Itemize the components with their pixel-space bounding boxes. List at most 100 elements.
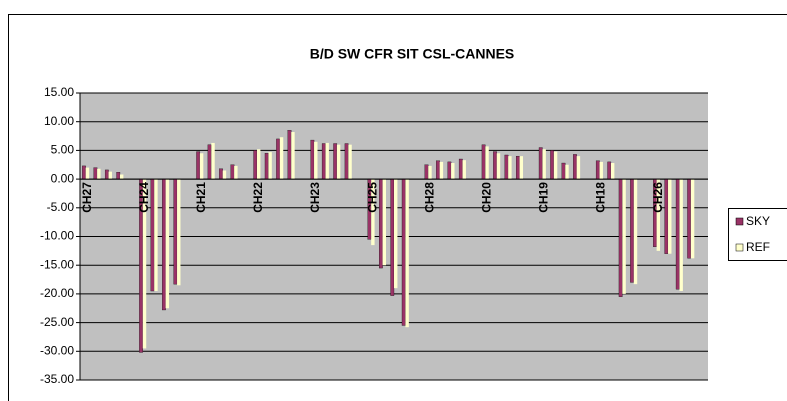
bar xyxy=(154,179,158,292)
bar xyxy=(336,144,341,180)
y-tick-label: -15.00 xyxy=(40,257,74,271)
y-tick-label: 15.00 xyxy=(44,85,74,99)
bar xyxy=(230,164,235,180)
bar xyxy=(219,168,223,180)
bar xyxy=(401,178,406,326)
bar xyxy=(576,156,581,180)
bar xyxy=(607,161,612,180)
bar xyxy=(565,164,569,180)
bar xyxy=(276,138,280,180)
bar xyxy=(599,161,603,180)
legend-label: SKY xyxy=(746,214,770,228)
bar xyxy=(321,143,326,180)
x-tick-label: CH21 xyxy=(194,182,208,213)
legend-label: REF xyxy=(746,240,770,254)
bar xyxy=(256,149,261,180)
bar xyxy=(516,155,520,180)
bar xyxy=(553,151,558,180)
bar xyxy=(310,139,315,180)
bar xyxy=(287,130,292,180)
bar xyxy=(405,179,409,328)
x-tick-label: CH22 xyxy=(251,182,265,213)
bar xyxy=(268,152,272,180)
chart-title: B/D SW CFR SIT CSL-CANNES xyxy=(310,46,515,62)
bar xyxy=(690,179,695,259)
bar xyxy=(664,178,669,254)
x-tick-label: CH19 xyxy=(537,182,551,213)
bar xyxy=(150,178,155,292)
x-tick-label: CH18 xyxy=(594,182,608,213)
bar xyxy=(97,168,101,180)
bar xyxy=(142,179,147,349)
y-tick-label: 10.00 xyxy=(44,114,74,128)
bar xyxy=(325,142,329,180)
bar xyxy=(542,149,546,180)
y-tick-label: -30.00 xyxy=(40,343,74,357)
y-tick-label: 0.00 xyxy=(51,171,75,185)
bar xyxy=(504,154,509,180)
bar xyxy=(314,141,318,180)
bar xyxy=(207,144,212,180)
x-tick-label: CH25 xyxy=(365,182,379,213)
bar xyxy=(428,165,432,180)
bar xyxy=(493,151,497,180)
legend xyxy=(728,208,787,261)
bar xyxy=(264,153,269,180)
x-tick-label: CH27 xyxy=(80,182,94,213)
bar xyxy=(538,147,543,180)
bar xyxy=(177,179,181,286)
legend-swatch xyxy=(735,243,744,252)
bar xyxy=(379,178,383,269)
x-tick-label: CH23 xyxy=(308,182,322,213)
bar xyxy=(633,179,638,285)
bar xyxy=(82,165,86,180)
bar xyxy=(447,161,452,180)
bar xyxy=(119,174,124,180)
bar xyxy=(436,160,440,180)
bar xyxy=(424,164,429,180)
bar xyxy=(656,179,661,251)
bar xyxy=(371,179,375,246)
bar xyxy=(573,154,577,180)
bar xyxy=(675,178,680,290)
bar xyxy=(93,167,98,180)
bar xyxy=(394,179,398,289)
bar xyxy=(279,137,284,180)
bar xyxy=(462,160,466,180)
bar xyxy=(630,178,634,283)
x-tick-label: CH28 xyxy=(422,182,436,213)
legend-swatch xyxy=(735,217,744,226)
bar xyxy=(196,151,201,180)
bar xyxy=(162,178,166,311)
bar xyxy=(595,160,600,180)
y-tick-label: -10.00 xyxy=(40,229,74,243)
bar xyxy=(668,179,672,254)
y-tick-label: 5.00 xyxy=(51,143,75,157)
bar xyxy=(173,178,178,285)
bar xyxy=(519,156,524,180)
bar xyxy=(116,172,121,180)
bar xyxy=(211,142,215,180)
bar xyxy=(610,163,615,180)
bar xyxy=(199,153,204,180)
x-tick-label: CH26 xyxy=(651,182,665,213)
bar xyxy=(253,150,258,180)
bar xyxy=(679,179,683,292)
bar xyxy=(104,169,109,180)
bar xyxy=(348,144,352,180)
bar xyxy=(451,163,455,180)
bar xyxy=(234,165,238,180)
bar xyxy=(390,178,395,296)
y-tick-label: -5.00 xyxy=(47,200,75,214)
bar xyxy=(508,156,512,180)
bar xyxy=(108,171,112,180)
y-tick-label: -35.00 xyxy=(40,372,74,386)
bar xyxy=(222,170,227,180)
bar xyxy=(291,132,295,180)
bar xyxy=(165,179,170,309)
bar xyxy=(481,144,486,180)
bar xyxy=(439,161,444,180)
bar xyxy=(458,158,463,180)
